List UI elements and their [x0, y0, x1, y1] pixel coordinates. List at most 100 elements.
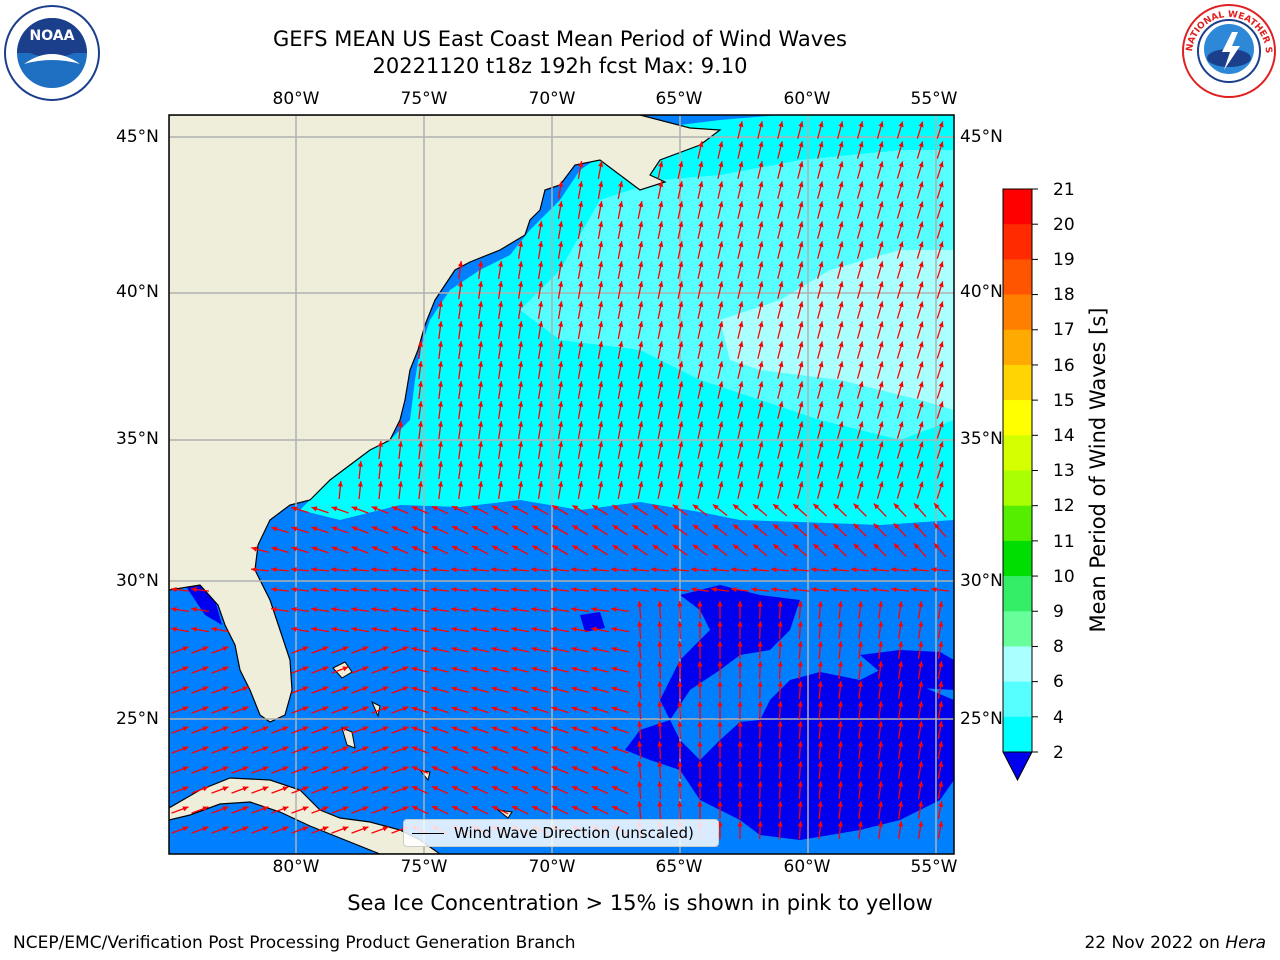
- wind-wave-arrow: [896, 161, 904, 179]
- wind-wave-arrow: [470, 586, 490, 593]
- wind-wave-arrow: [657, 481, 664, 499]
- wind-wave-arrow: [770, 586, 790, 593]
- wind-wave-arrow: [817, 121, 824, 139]
- wind-wave-arrow: [897, 781, 904, 799]
- wind-wave-arrow: [792, 543, 808, 557]
- wind-wave-arrow: [777, 161, 784, 179]
- wind-wave-arrow: [451, 545, 469, 555]
- wind-wave-arrow: [672, 504, 688, 516]
- wind-wave-arrow: [836, 161, 844, 179]
- colorbar-tick: 15: [1053, 391, 1075, 411]
- wind-wave-arrow: [311, 726, 329, 734]
- wind-wave-arrow: [697, 321, 704, 339]
- wind-wave-arrow: [171, 806, 189, 814]
- wind-wave-arrow: [471, 646, 489, 653]
- wind-wave-arrow: [717, 641, 723, 659]
- wind-wave-arrow: [797, 381, 804, 399]
- wind-wave-arrow: [856, 381, 864, 399]
- wind-wave-arrow: [697, 760, 703, 780]
- wind-wave-arrow: [737, 680, 743, 700]
- wind-wave-arrow: [697, 640, 703, 660]
- period-lt2-patch: [860, 650, 954, 690]
- wind-wave-arrow: [677, 600, 683, 620]
- chart-title: GEFS MEAN US East Coast Mean Period of W…: [273, 27, 847, 51]
- wind-wave-arrow: [836, 481, 844, 499]
- wind-wave-arrow: [936, 301, 944, 319]
- wind-wave-arrow: [551, 504, 569, 516]
- wind-wave-arrow: [611, 746, 629, 754]
- wind-wave-arrow: [597, 161, 604, 179]
- wind-wave-arrow: [617, 481, 624, 499]
- wind-wave-arrow: [937, 821, 944, 839]
- wind-wave-arrow: [417, 360, 424, 380]
- wind-wave-arrow: [597, 421, 604, 439]
- wind-wave-arrow: [697, 361, 704, 379]
- wind-wave-arrow: [391, 806, 409, 814]
- wind-wave-arrow: [457, 400, 464, 420]
- wind-wave-arrow: [836, 461, 844, 479]
- wind-wave-arrow: [870, 567, 890, 573]
- wind-wave-arrow: [937, 761, 944, 779]
- wind-wave-arrow: [330, 586, 350, 593]
- wind-wave-arrow: [431, 545, 449, 555]
- wind-wave-arrow: [537, 321, 544, 339]
- wind-wave-arrow: [591, 805, 609, 815]
- wind-wave-arrow: [936, 261, 944, 279]
- wind-wave-arrow: [837, 740, 843, 760]
- wind-wave-arrow: [517, 341, 524, 359]
- wind-wave-arrow: [737, 281, 744, 299]
- wind-wave-arrow: [431, 706, 449, 714]
- wind-wave-arrow: [557, 281, 564, 299]
- wind-wave-arrow: [271, 726, 289, 734]
- wind-wave-arrow: [531, 706, 549, 714]
- wind-wave-arrow: [777, 141, 784, 159]
- wind-wave-arrow: [876, 161, 884, 179]
- wind-wave-arrow: [697, 800, 703, 820]
- wind-wave-arrow: [331, 686, 349, 694]
- wind-wave-arrow: [692, 504, 708, 516]
- wind-wave-arrow: [371, 506, 389, 514]
- wind-wave-arrow: [291, 726, 309, 734]
- wind-wave-arrow: [517, 461, 524, 479]
- wind-wave-arrow: [471, 626, 489, 633]
- wind-wave-arrow: [571, 524, 589, 536]
- wind-wave-arrow: [817, 301, 824, 319]
- wind-wave-arrow: [371, 626, 389, 633]
- wind-wave-arrow: [797, 281, 804, 299]
- colorbar-extend-arrow: [1002, 751, 1033, 782]
- wind-wave-arrow: [916, 441, 924, 459]
- wind-wave-arrow: [611, 785, 629, 795]
- wind-wave-arrow: [677, 720, 683, 740]
- wind-wave-arrow: [817, 281, 824, 299]
- wind-wave-arrow: [817, 401, 824, 419]
- wind-wave-arrow: [531, 505, 549, 515]
- wind-wave-arrow: [457, 260, 464, 280]
- wind-wave-arrow: [737, 241, 744, 259]
- wind-wave-arrow: [677, 161, 684, 179]
- wind-wave-arrow: [171, 626, 189, 633]
- wind-wave-arrow: [311, 626, 329, 633]
- wind-wave-arrow: [757, 461, 764, 479]
- lat-label-right: 45°N: [960, 127, 1003, 147]
- wind-wave-arrow: [471, 606, 489, 613]
- wind-wave-arrow: [777, 600, 783, 620]
- wind-wave-arrow: [837, 700, 843, 720]
- wind-wave-arrow: [451, 666, 469, 673]
- wind-wave-arrow: [271, 766, 289, 774]
- wind-wave-arrow: [571, 606, 589, 613]
- wind-wave-arrow: [331, 746, 349, 754]
- wind-wave-arrow: [916, 181, 924, 199]
- wind-wave-arrow: [717, 341, 724, 359]
- wind-wave-arrow: [351, 746, 369, 754]
- wind-wave-arrow: [650, 567, 670, 573]
- wind-wave-arrow: [677, 261, 684, 279]
- wind-wave-arrow: [936, 201, 944, 219]
- wind-wave-arrow: [757, 321, 764, 339]
- wind-wave-arrow: [211, 726, 229, 734]
- wind-wave-arrow: [777, 760, 783, 780]
- wind-wave-arrow: [717, 161, 724, 179]
- wind-wave-arrow: [836, 401, 844, 419]
- wind-wave-arrow: [571, 726, 589, 734]
- wind-wave-arrow: [571, 544, 589, 556]
